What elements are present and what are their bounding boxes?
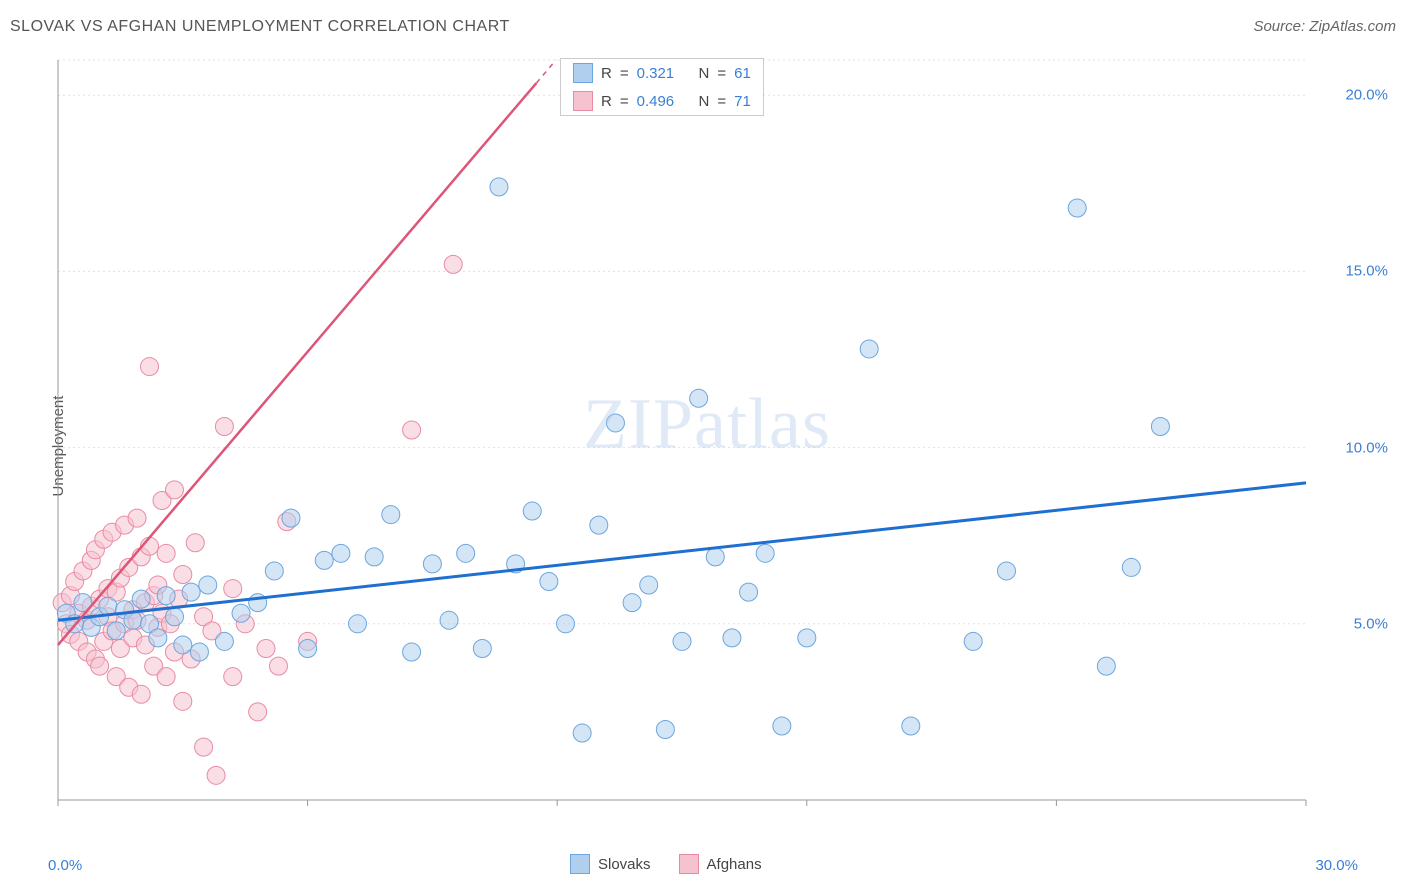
r-value-afghans: 0.496 xyxy=(637,93,675,110)
eq-sign: = xyxy=(620,93,629,110)
n-value-slovaks: 61 xyxy=(734,65,751,82)
eq-sign: = xyxy=(717,65,726,82)
legend-item-slovaks: Slovaks xyxy=(570,854,651,874)
swatch-afghans-bottom xyxy=(679,854,699,874)
r-label: R xyxy=(601,65,612,82)
correlation-legend: R = 0.321 N = 61 R = 0.496 N = 71 xyxy=(560,58,764,116)
swatch-afghans xyxy=(573,91,593,111)
y-tick-label: 20.0% xyxy=(1345,87,1388,104)
legend-row-afghans: R = 0.496 N = 71 xyxy=(561,87,763,115)
scatter-chart-svg xyxy=(48,50,1366,830)
n-label: N xyxy=(699,93,710,110)
legend-label-afghans: Afghans xyxy=(707,856,762,873)
y-tick-label: 5.0% xyxy=(1354,615,1388,632)
n-value-afghans: 71 xyxy=(734,93,751,110)
swatch-slovaks xyxy=(573,63,593,83)
r-value-slovaks: 0.321 xyxy=(637,65,675,82)
legend-item-afghans: Afghans xyxy=(679,854,762,874)
chart-title: SLOVAK VS AFGHAN UNEMPLOYMENT CORRELATIO… xyxy=(10,18,510,36)
x-axis-max-label: 30.0% xyxy=(1315,857,1358,874)
legend-label-slovaks: Slovaks xyxy=(598,856,651,873)
eq-sign: = xyxy=(620,65,629,82)
y-tick-label: 15.0% xyxy=(1345,263,1388,280)
eq-sign: = xyxy=(717,93,726,110)
chart-plot-area: ZIPatlas xyxy=(48,50,1366,830)
y-tick-label: 10.0% xyxy=(1345,439,1388,456)
x-axis-min-label: 0.0% xyxy=(48,857,82,874)
r-label: R xyxy=(601,93,612,110)
n-label: N xyxy=(699,65,710,82)
source-attribution: Source: ZipAtlas.com xyxy=(1253,18,1396,35)
series-legend: Slovaks Afghans xyxy=(570,854,762,874)
swatch-slovaks-bottom xyxy=(570,854,590,874)
legend-row-slovaks: R = 0.321 N = 61 xyxy=(561,59,763,87)
